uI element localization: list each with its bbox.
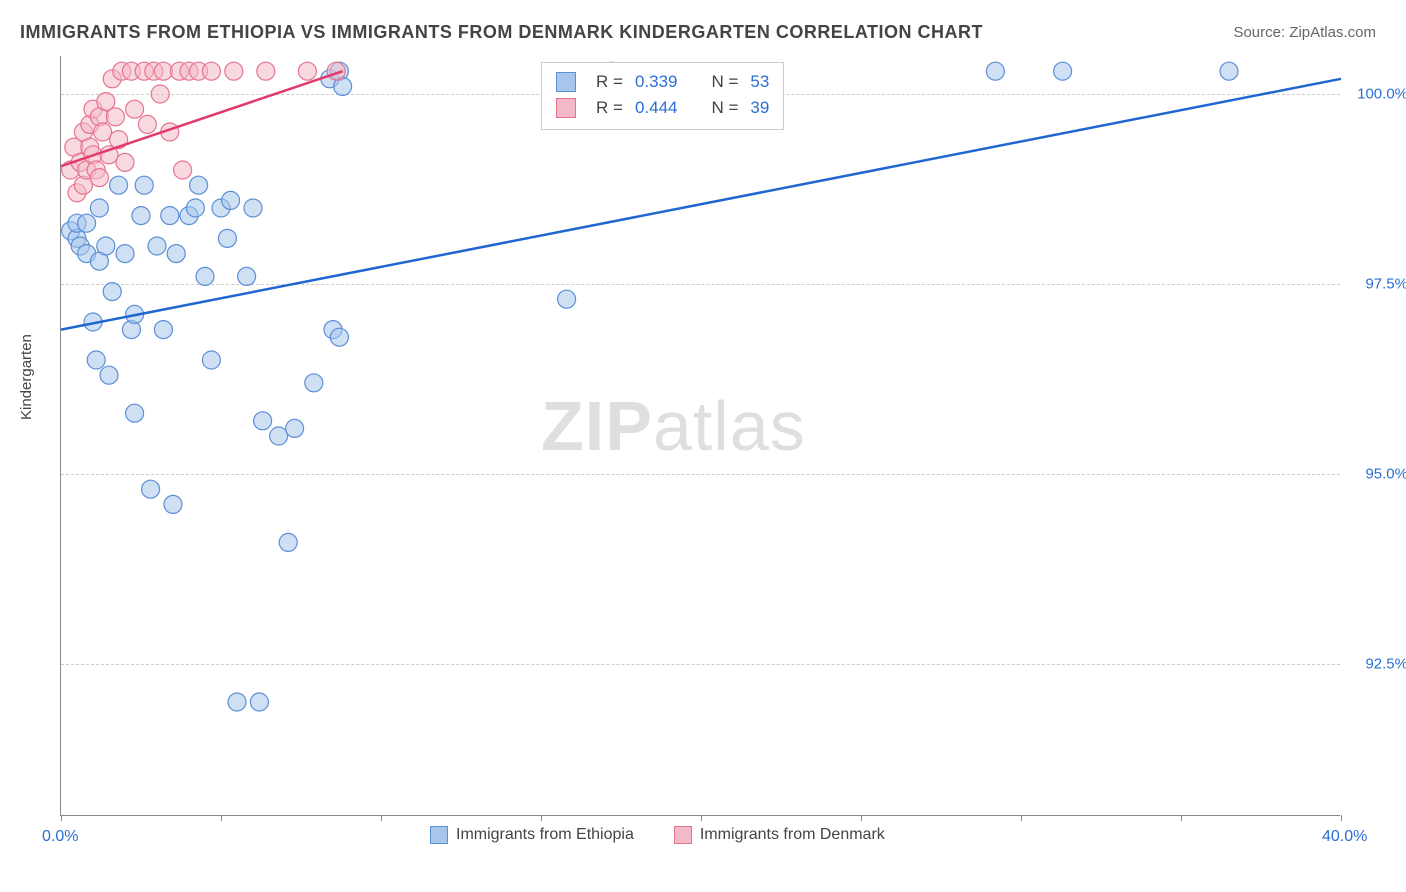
x-tick: [381, 815, 382, 821]
data-point: [126, 100, 144, 118]
x-tick: [1341, 815, 1342, 821]
data-point: [250, 693, 268, 711]
stat-legend-box: R = 0.339 N = 53 R = 0.444 N = 39: [541, 62, 784, 130]
data-point: [238, 267, 256, 285]
data-point: [196, 267, 214, 285]
data-point: [270, 427, 288, 445]
data-point: [225, 62, 243, 80]
legend-swatch: [674, 826, 692, 844]
n-value: 53: [750, 69, 769, 95]
legend-bottom: Immigrants from Ethiopia Immigrants from …: [430, 826, 885, 844]
x-tick-label: 0.0%: [42, 828, 78, 846]
data-point: [116, 153, 134, 171]
n-label: N =: [711, 69, 738, 95]
data-point: [254, 412, 272, 430]
legend-item: Immigrants from Ethiopia: [430, 826, 634, 844]
data-point: [126, 404, 144, 422]
data-point: [151, 85, 169, 103]
data-point: [110, 176, 128, 194]
data-point: [100, 366, 118, 384]
legend-label: Immigrants from Denmark: [700, 826, 885, 843]
data-point: [90, 169, 108, 187]
data-point: [190, 176, 208, 194]
data-point: [558, 290, 576, 308]
source-label: Source: ZipAtlas.com: [1233, 24, 1376, 41]
data-point: [138, 115, 156, 133]
n-value: 39: [750, 95, 769, 121]
stat-row: R = 0.444 N = 39: [556, 95, 769, 121]
chart-svg: [61, 56, 1340, 815]
data-point: [228, 693, 246, 711]
x-tick: [541, 815, 542, 821]
legend-swatch: [430, 826, 448, 844]
x-tick: [1021, 815, 1022, 821]
data-point: [132, 207, 150, 225]
x-tick: [61, 815, 62, 821]
chart-title: IMMIGRANTS FROM ETHIOPIA VS IMMIGRANTS F…: [20, 22, 983, 43]
data-point: [1054, 62, 1072, 80]
data-point: [90, 199, 108, 217]
data-point: [148, 237, 166, 255]
data-point: [305, 374, 323, 392]
y-tick-label: 100.0%: [1357, 86, 1406, 103]
data-point: [174, 161, 192, 179]
n-label: N =: [711, 95, 738, 121]
data-point: [202, 62, 220, 80]
y-tick-label: 95.0%: [1365, 466, 1406, 483]
data-point: [986, 62, 1004, 80]
y-tick-label: 92.5%: [1365, 656, 1406, 673]
legend-item: Immigrants from Denmark: [674, 826, 885, 844]
r-value: 0.339: [635, 69, 678, 95]
data-point: [78, 214, 96, 232]
data-point: [106, 108, 124, 126]
y-axis-label: Kindergarten: [18, 334, 35, 420]
data-point: [1220, 62, 1238, 80]
x-tick: [221, 815, 222, 821]
data-point: [330, 328, 348, 346]
data-point: [298, 62, 316, 80]
legend-swatch: [556, 72, 576, 92]
legend-swatch: [556, 98, 576, 118]
data-point: [279, 533, 297, 551]
data-point: [87, 351, 105, 369]
data-point: [167, 245, 185, 263]
data-point: [154, 62, 172, 80]
x-tick: [861, 815, 862, 821]
data-point: [286, 419, 304, 437]
data-point: [186, 199, 204, 217]
data-point: [161, 207, 179, 225]
data-point: [257, 62, 275, 80]
data-point: [154, 321, 172, 339]
chart-container: IMMIGRANTS FROM ETHIOPIA VS IMMIGRANTS F…: [0, 0, 1406, 892]
data-point: [103, 283, 121, 301]
y-axis-tick-labels: 92.5% 95.0% 97.5% 100.0%: [1348, 56, 1406, 816]
r-value: 0.444: [635, 95, 678, 121]
data-point: [142, 480, 160, 498]
data-point: [244, 199, 262, 217]
plot-area: ZIPatlas R =0.339N =53R =0.444N =39: [60, 56, 1340, 816]
x-tick: [701, 815, 702, 821]
y-tick-label: 97.5%: [1365, 276, 1406, 293]
stat-row: R = 0.339 N = 53: [556, 69, 769, 95]
x-tick-label: 40.0%: [1322, 828, 1367, 846]
legend-label: Immigrants from Ethiopia: [456, 826, 634, 843]
data-point: [97, 237, 115, 255]
data-point: [116, 245, 134, 263]
data-point: [94, 123, 112, 141]
data-point: [218, 229, 236, 247]
data-point: [135, 176, 153, 194]
r-label: R =: [596, 95, 623, 121]
data-point: [202, 351, 220, 369]
r-label: R =: [596, 69, 623, 95]
x-tick: [1181, 815, 1182, 821]
data-point: [222, 191, 240, 209]
data-point: [164, 495, 182, 513]
